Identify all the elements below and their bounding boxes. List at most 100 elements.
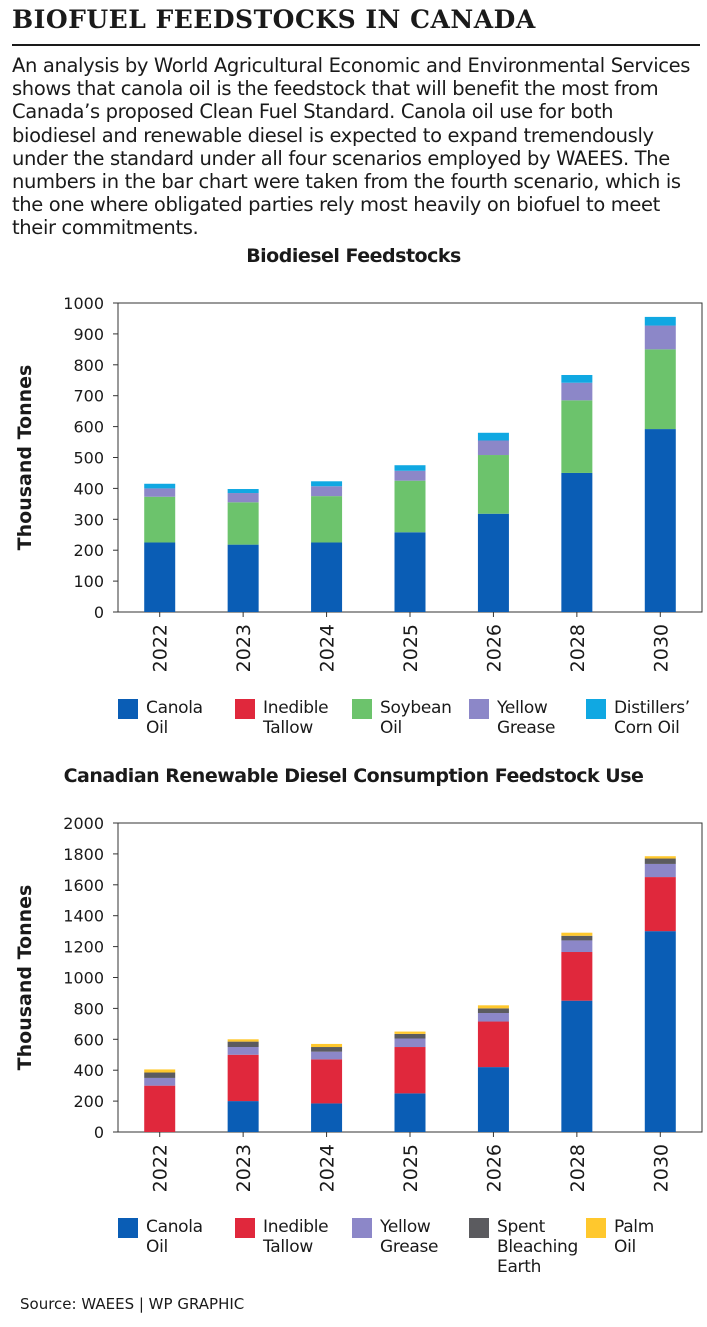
y-tick-label: 1000	[63, 294, 104, 313]
bar-segment	[227, 1039, 259, 1042]
bar-segment	[311, 1059, 343, 1104]
bar-segment	[227, 493, 259, 503]
y-tick-label: 700	[73, 387, 104, 406]
bar-segment	[227, 1041, 259, 1048]
legend-label: Canola Oil	[146, 698, 203, 738]
bar-segment	[311, 1043, 343, 1048]
bar-segment	[311, 496, 343, 543]
bar-segment	[144, 1069, 176, 1073]
y-axis-label: Thousand Tonnes	[14, 365, 36, 551]
legend-label: Inedible Tallow	[263, 698, 329, 738]
source-credit: Source: WAEES | WP GRAPHIC	[20, 1295, 245, 1313]
x-tick-label: 2023	[233, 624, 255, 672]
bar-segment	[477, 1013, 509, 1022]
bar-segment	[561, 400, 593, 473]
legend-swatch	[235, 1218, 255, 1238]
y-tick-label: 400	[73, 1061, 104, 1080]
bar-segment	[561, 374, 593, 383]
bar-segment	[644, 856, 676, 859]
bar-segment	[644, 316, 676, 326]
y-tick-label: 1800	[63, 845, 104, 864]
y-tick-label: 200	[73, 541, 104, 560]
legend-label: Yellow Grease	[380, 1217, 439, 1257]
bar-segment	[561, 932, 593, 936]
y-tick-label: 2000	[63, 814, 104, 833]
bar-segment	[644, 429, 676, 612]
intro-text: An analysis by World Agricultural Econom…	[12, 54, 691, 240]
y-tick-label: 800	[73, 356, 104, 375]
legend-label: Spent Bleaching Earth	[497, 1217, 578, 1277]
bar-segment	[477, 432, 509, 441]
bar-segment	[477, 1021, 509, 1068]
bar-segment	[644, 858, 676, 864]
y-tick-label: 100	[73, 572, 104, 591]
bar-segment	[227, 489, 259, 494]
y-tick-label: 800	[73, 999, 104, 1018]
bar-segment	[394, 480, 426, 533]
y-tick-label: 900	[73, 325, 104, 344]
bar-segment	[311, 1103, 343, 1132]
y-tick-label: 1600	[63, 876, 104, 895]
biodiesel-chart: 0 100 200 300 400 500 600 700 800 900 1000 Thousand…	[14, 294, 703, 672]
legend-swatch	[118, 699, 138, 719]
y-tick-label: 1200	[63, 938, 104, 957]
x-tick-label: 2025	[400, 624, 422, 672]
legend-label: Inedible Tallow	[263, 1217, 329, 1257]
bar-segment	[144, 1085, 176, 1132]
legend-swatch	[586, 1218, 606, 1238]
x-tick-label: 2026	[483, 1144, 505, 1192]
legend-swatch	[352, 699, 372, 719]
legend-item: Spent Bleaching Earth	[469, 1217, 586, 1277]
bar-segment	[227, 502, 259, 545]
y-tick-label: 0	[94, 603, 104, 622]
renewable-diesel-chart: 0 200 400 600 800 1000 1200 1400 1600 1800 2000 Tho…	[14, 814, 703, 1192]
bar-segment	[144, 542, 176, 612]
x-tick-label: 2028	[567, 1144, 589, 1192]
bar-segment	[311, 1047, 343, 1052]
bar-segment	[394, 1047, 426, 1094]
bar-segment	[644, 931, 676, 1132]
legend-item: Distillers’ Corn Oil	[586, 698, 703, 738]
bar-segment	[477, 1005, 509, 1009]
bar-segment	[644, 877, 676, 932]
bar-segment	[144, 1077, 176, 1086]
bar-segment	[394, 1033, 426, 1039]
legend-item: Palm Oil	[586, 1217, 703, 1277]
x-tick-label: 2030	[650, 624, 672, 672]
x-tick-label: 2026	[483, 624, 505, 672]
legend-swatch	[586, 699, 606, 719]
legend-item: Yellow Grease	[352, 1217, 469, 1277]
x-tick-label: 2030	[650, 1144, 672, 1192]
legend-label: Yellow Grease	[497, 698, 556, 738]
y-tick-label: 1400	[63, 907, 104, 926]
renewable-diesel-legend: Canola Oil Inedible Tallow Yellow Grease Sp…	[118, 1217, 703, 1277]
x-tick-label: 2022	[150, 624, 172, 672]
bar-segment	[477, 1008, 509, 1014]
bar-segment	[644, 349, 676, 430]
biodiesel-legend: Canola Oil Inedible Tallow Soybean Oil Yell…	[118, 698, 703, 738]
bar-segment	[477, 513, 509, 612]
bar-segment	[227, 1054, 259, 1102]
y-tick-label: 0	[94, 1123, 104, 1142]
legend-swatch	[352, 1218, 372, 1238]
y-tick-label: 600	[73, 1030, 104, 1049]
bar-segment	[144, 496, 176, 543]
legend-swatch	[469, 699, 489, 719]
bar-segment	[311, 542, 343, 612]
legend-label: Palm Oil	[614, 1217, 654, 1257]
bar-segment	[394, 1093, 426, 1132]
bar-segment	[477, 440, 509, 456]
bar-segment	[561, 952, 593, 1001]
bar-segment	[311, 481, 343, 487]
bar-segment	[644, 863, 676, 878]
bar-segment	[394, 470, 426, 481]
bar-segment	[644, 325, 676, 350]
x-tick-label: 2024	[317, 624, 339, 672]
legend-item: Canola Oil	[118, 1217, 235, 1277]
bar-segment	[227, 1047, 259, 1055]
bar-segment	[311, 1051, 343, 1060]
bar-segment	[394, 465, 426, 471]
y-tick-label: 400	[73, 479, 104, 498]
headline-rule	[12, 44, 700, 46]
y-tick-label: 1000	[63, 969, 104, 988]
